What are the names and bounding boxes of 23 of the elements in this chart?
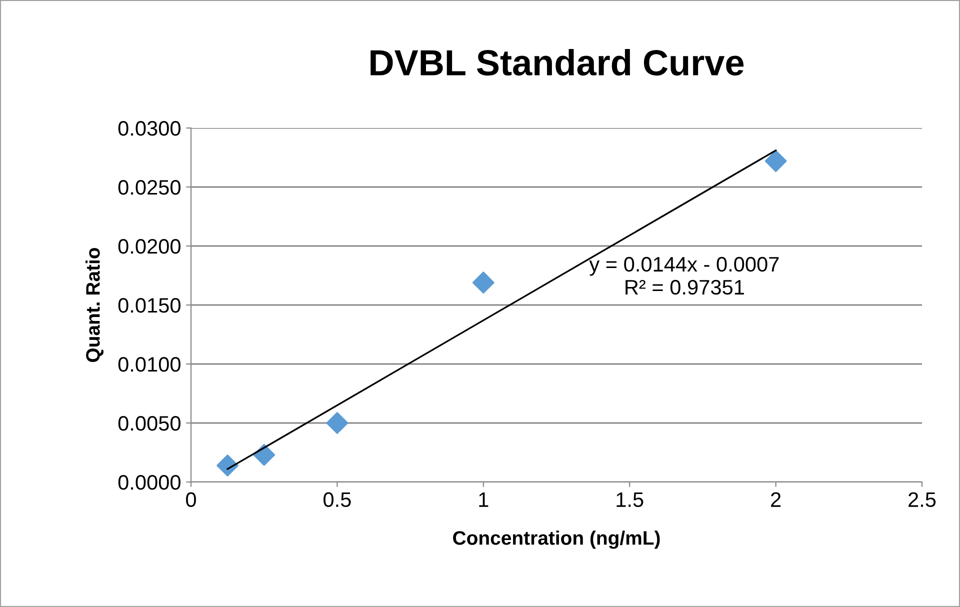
x-tick-label: 2 <box>771 492 781 507</box>
point <box>472 272 494 294</box>
y-tick-label: 0.0000 <box>118 475 180 490</box>
chart-title: DVBL Standard Curve <box>370 49 744 76</box>
x-axis-title: Concentration (ng/mL) <box>453 530 660 549</box>
y-tick-label: 0.0100 <box>118 357 180 372</box>
point <box>216 454 239 476</box>
y-tick-label: 0.0300 <box>118 121 180 136</box>
x-tick-label: 0.5 <box>324 492 351 508</box>
point <box>764 150 787 172</box>
x-tick-label: 2.5 <box>908 492 936 508</box>
x-tick-label: 1 <box>479 492 488 507</box>
y-tick-label: 0.0150 <box>118 298 180 313</box>
y-tick-label: 0.0250 <box>118 180 180 195</box>
point <box>253 444 276 466</box>
point <box>326 412 348 434</box>
annotation: R² = 0.97351 <box>626 280 744 295</box>
y-tick-label: 0.0050 <box>118 416 180 431</box>
annotation: y = 0.0144x - 0.0007 <box>589 256 779 276</box>
x-tick-label: 1.5 <box>616 492 644 508</box>
y-tick-label: 0.0200 <box>118 239 180 254</box>
x-tick-label: 0 <box>186 492 196 508</box>
y-axis-title: Quant. Ratio <box>86 248 104 362</box>
